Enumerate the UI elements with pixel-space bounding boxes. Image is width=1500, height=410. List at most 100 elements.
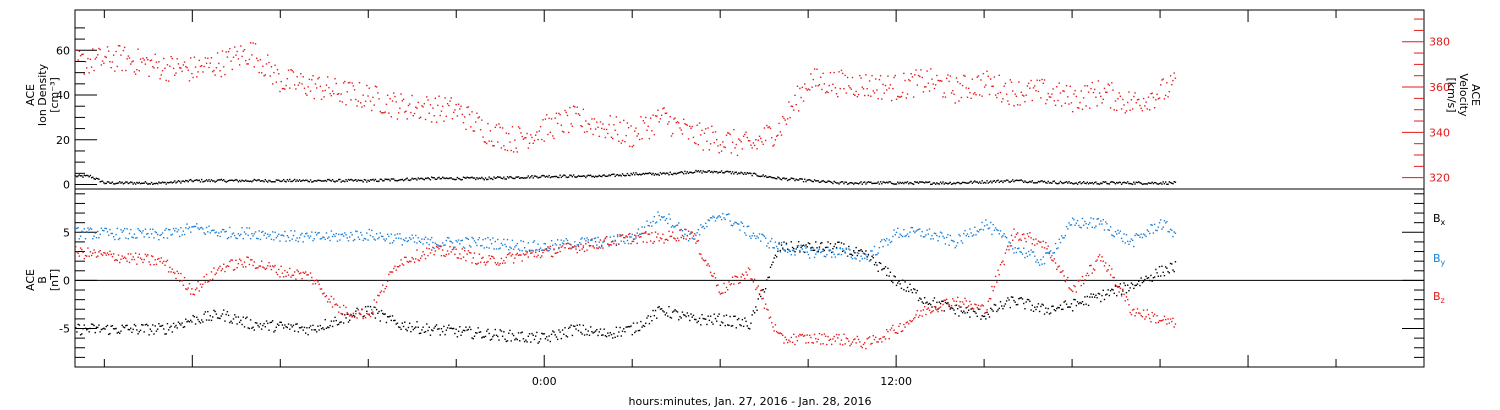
bx-point: [665, 312, 668, 314]
by-point: [657, 211, 659, 213]
velocity-point: [336, 93, 339, 96]
density-point: [1156, 183, 1158, 185]
bz-point: [422, 251, 424, 253]
bx-point: [324, 318, 326, 321]
by-point: [685, 228, 687, 231]
density-point: [700, 170, 702, 172]
bz-point: [933, 306, 936, 308]
bx-point: [506, 340, 509, 342]
density-point: [389, 180, 391, 182]
bz-point: [1164, 318, 1167, 321]
bx-point: [585, 328, 587, 331]
bz-point: [289, 267, 291, 270]
bz-point: [692, 235, 695, 237]
by-point: [379, 232, 381, 234]
velocity-point: [1027, 82, 1030, 85]
by-point: [928, 228, 931, 230]
velocity-point: [796, 85, 799, 87]
by-point: [495, 248, 498, 250]
velocity-point: [961, 84, 964, 87]
by-point: [123, 227, 126, 230]
density-point: [1152, 182, 1155, 185]
by-point: [977, 231, 980, 233]
velocity-point: [983, 86, 986, 88]
velocity-point: [177, 63, 180, 65]
bz-point: [395, 269, 397, 271]
by-point: [545, 247, 548, 250]
velocity-point: [676, 121, 679, 123]
density-point: [322, 180, 324, 182]
bx-point: [384, 313, 386, 315]
velocity-point: [75, 49, 77, 51]
density-point: [823, 180, 826, 183]
by-point: [542, 249, 544, 251]
density-point: [344, 180, 346, 183]
velocity-point: [79, 55, 82, 57]
bz-point: [249, 259, 252, 261]
density-point: [103, 182, 105, 184]
bx-point: [608, 334, 610, 337]
bx-point: [990, 307, 992, 310]
density-point: [199, 181, 202, 183]
density-point: [539, 176, 542, 178]
by-point: [1025, 252, 1027, 255]
bz-point: [262, 266, 264, 268]
bx-point: [290, 324, 292, 326]
bz-point: [97, 255, 99, 257]
bz-point: [159, 260, 161, 263]
velocity-point: [264, 74, 267, 76]
velocity-point: [1059, 92, 1062, 94]
by-point: [97, 230, 99, 233]
x-axis-label: hours:minutes, Jan. 27, 2016 - Jan. 28, …: [629, 395, 872, 408]
by-point: [673, 226, 675, 228]
density-point: [561, 175, 564, 177]
by-point: [391, 242, 394, 244]
bx-point: [952, 307, 954, 310]
velocity-point: [349, 81, 351, 84]
bz-point: [377, 294, 379, 296]
bx-point: [1058, 307, 1060, 309]
velocity-point: [439, 114, 441, 117]
density-point: [386, 178, 389, 181]
bz-point: [712, 275, 714, 278]
bz-point: [761, 298, 763, 300]
velocity-point: [1156, 93, 1158, 96]
by-point: [756, 235, 758, 237]
bx-point: [497, 335, 499, 338]
density-point: [1112, 181, 1114, 183]
bz-point: [1046, 248, 1048, 250]
velocity-point: [89, 58, 92, 61]
bx-point: [399, 326, 401, 329]
bz-point: [1147, 313, 1150, 316]
bx-point: [706, 323, 708, 326]
bx-point: [444, 333, 446, 336]
bx-point: [470, 328, 472, 331]
by-point: [649, 221, 652, 224]
bx-point: [427, 329, 429, 332]
density-point: [977, 182, 980, 184]
bz-point: [909, 319, 911, 322]
density-point: [991, 182, 993, 184]
density-point: [818, 181, 821, 184]
bz-point: [906, 321, 909, 323]
density-point: [1171, 182, 1173, 184]
bz-point: [1054, 262, 1057, 264]
by-point: [945, 236, 948, 239]
by-point: [911, 227, 914, 229]
density-point: [866, 181, 868, 184]
velocity-point: [730, 152, 733, 154]
density-point: [1052, 180, 1054, 183]
velocity-point: [850, 88, 852, 90]
by-point: [870, 250, 872, 252]
bx-point: [926, 301, 928, 303]
density-point: [172, 181, 175, 183]
bz-point: [265, 267, 268, 269]
by-point: [127, 237, 130, 240]
density-point: [231, 179, 233, 181]
density-point: [451, 178, 454, 180]
bx-point: [1023, 302, 1025, 305]
bz-point: [215, 272, 218, 274]
density-point: [1012, 179, 1014, 181]
bx-point: [538, 341, 541, 343]
by-point: [154, 231, 156, 233]
